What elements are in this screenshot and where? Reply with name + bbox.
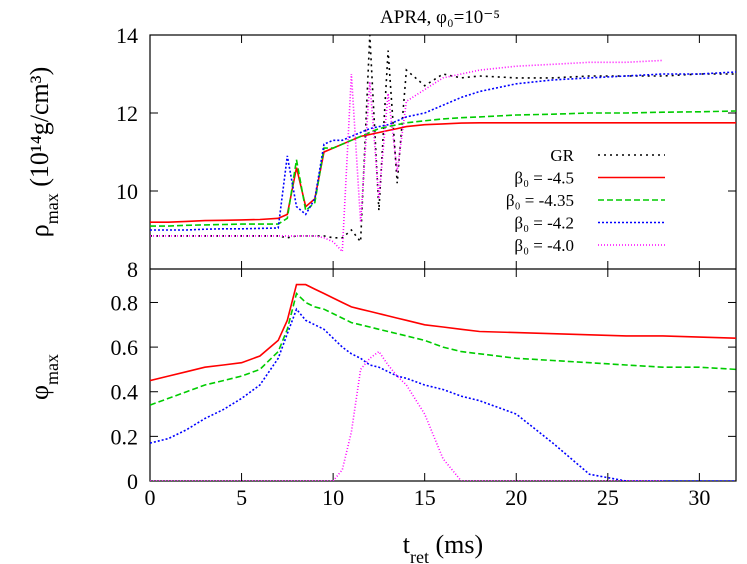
y-tick-label: 0.6 xyxy=(111,335,139,360)
x-axis-label: tret (ms) xyxy=(403,530,483,564)
data-line xyxy=(150,35,736,244)
y-label-unit: (10¹⁴g/cm³) xyxy=(25,67,54,193)
y-label-sub: max xyxy=(42,193,62,224)
data-line xyxy=(150,291,736,406)
y-tick-label: 0 xyxy=(127,469,138,494)
data-line xyxy=(150,283,736,382)
data-line xyxy=(150,71,736,231)
y-tick-label: 14 xyxy=(116,23,138,48)
x-label-sub: ret xyxy=(410,547,429,564)
legend-label: β₀ = -4.5 xyxy=(514,169,574,188)
y-label-symbol: φ xyxy=(25,385,54,400)
x-label-unit: (ms) xyxy=(429,530,483,559)
y-label-symbol: ρ xyxy=(25,224,54,237)
data-line xyxy=(150,350,663,481)
y-tick-label: 0.8 xyxy=(111,290,139,315)
x-tick-label: 15 xyxy=(414,485,436,510)
y-tick-label: 12 xyxy=(116,101,138,126)
x-tick-label: 0 xyxy=(145,485,156,510)
y-axis-label: φmax xyxy=(25,354,62,400)
data-line xyxy=(150,59,663,254)
y-tick-label: 0.4 xyxy=(111,380,139,405)
y-tick-label: 0.2 xyxy=(111,424,139,449)
legend-label: β₀ = -4.2 xyxy=(514,214,574,233)
y-label-sub: max xyxy=(42,354,62,385)
y-tick-label: 10 xyxy=(116,179,138,204)
data-line xyxy=(150,122,736,223)
x-tick-label: 25 xyxy=(597,485,619,510)
y-axis-label: ρmax (10¹⁴g/cm³) xyxy=(25,67,62,237)
x-tick-label: 5 xyxy=(236,485,247,510)
plot-frame xyxy=(149,34,737,482)
y-tick-label: 8 xyxy=(127,257,138,282)
data-line xyxy=(150,307,736,481)
x-label-symbol: t xyxy=(403,530,411,559)
x-tick-label: 10 xyxy=(322,485,344,510)
x-tick-label: 30 xyxy=(688,485,710,510)
legend-label: β₀ = -4.0 xyxy=(514,236,574,255)
x-tick-label: 20 xyxy=(505,485,527,510)
data-line xyxy=(150,110,736,227)
legend-label: GR xyxy=(550,146,574,165)
legend-label: β₀ = -4.35 xyxy=(506,191,574,210)
chart-title: APR4, φ₀=10⁻⁵ xyxy=(380,7,500,28)
